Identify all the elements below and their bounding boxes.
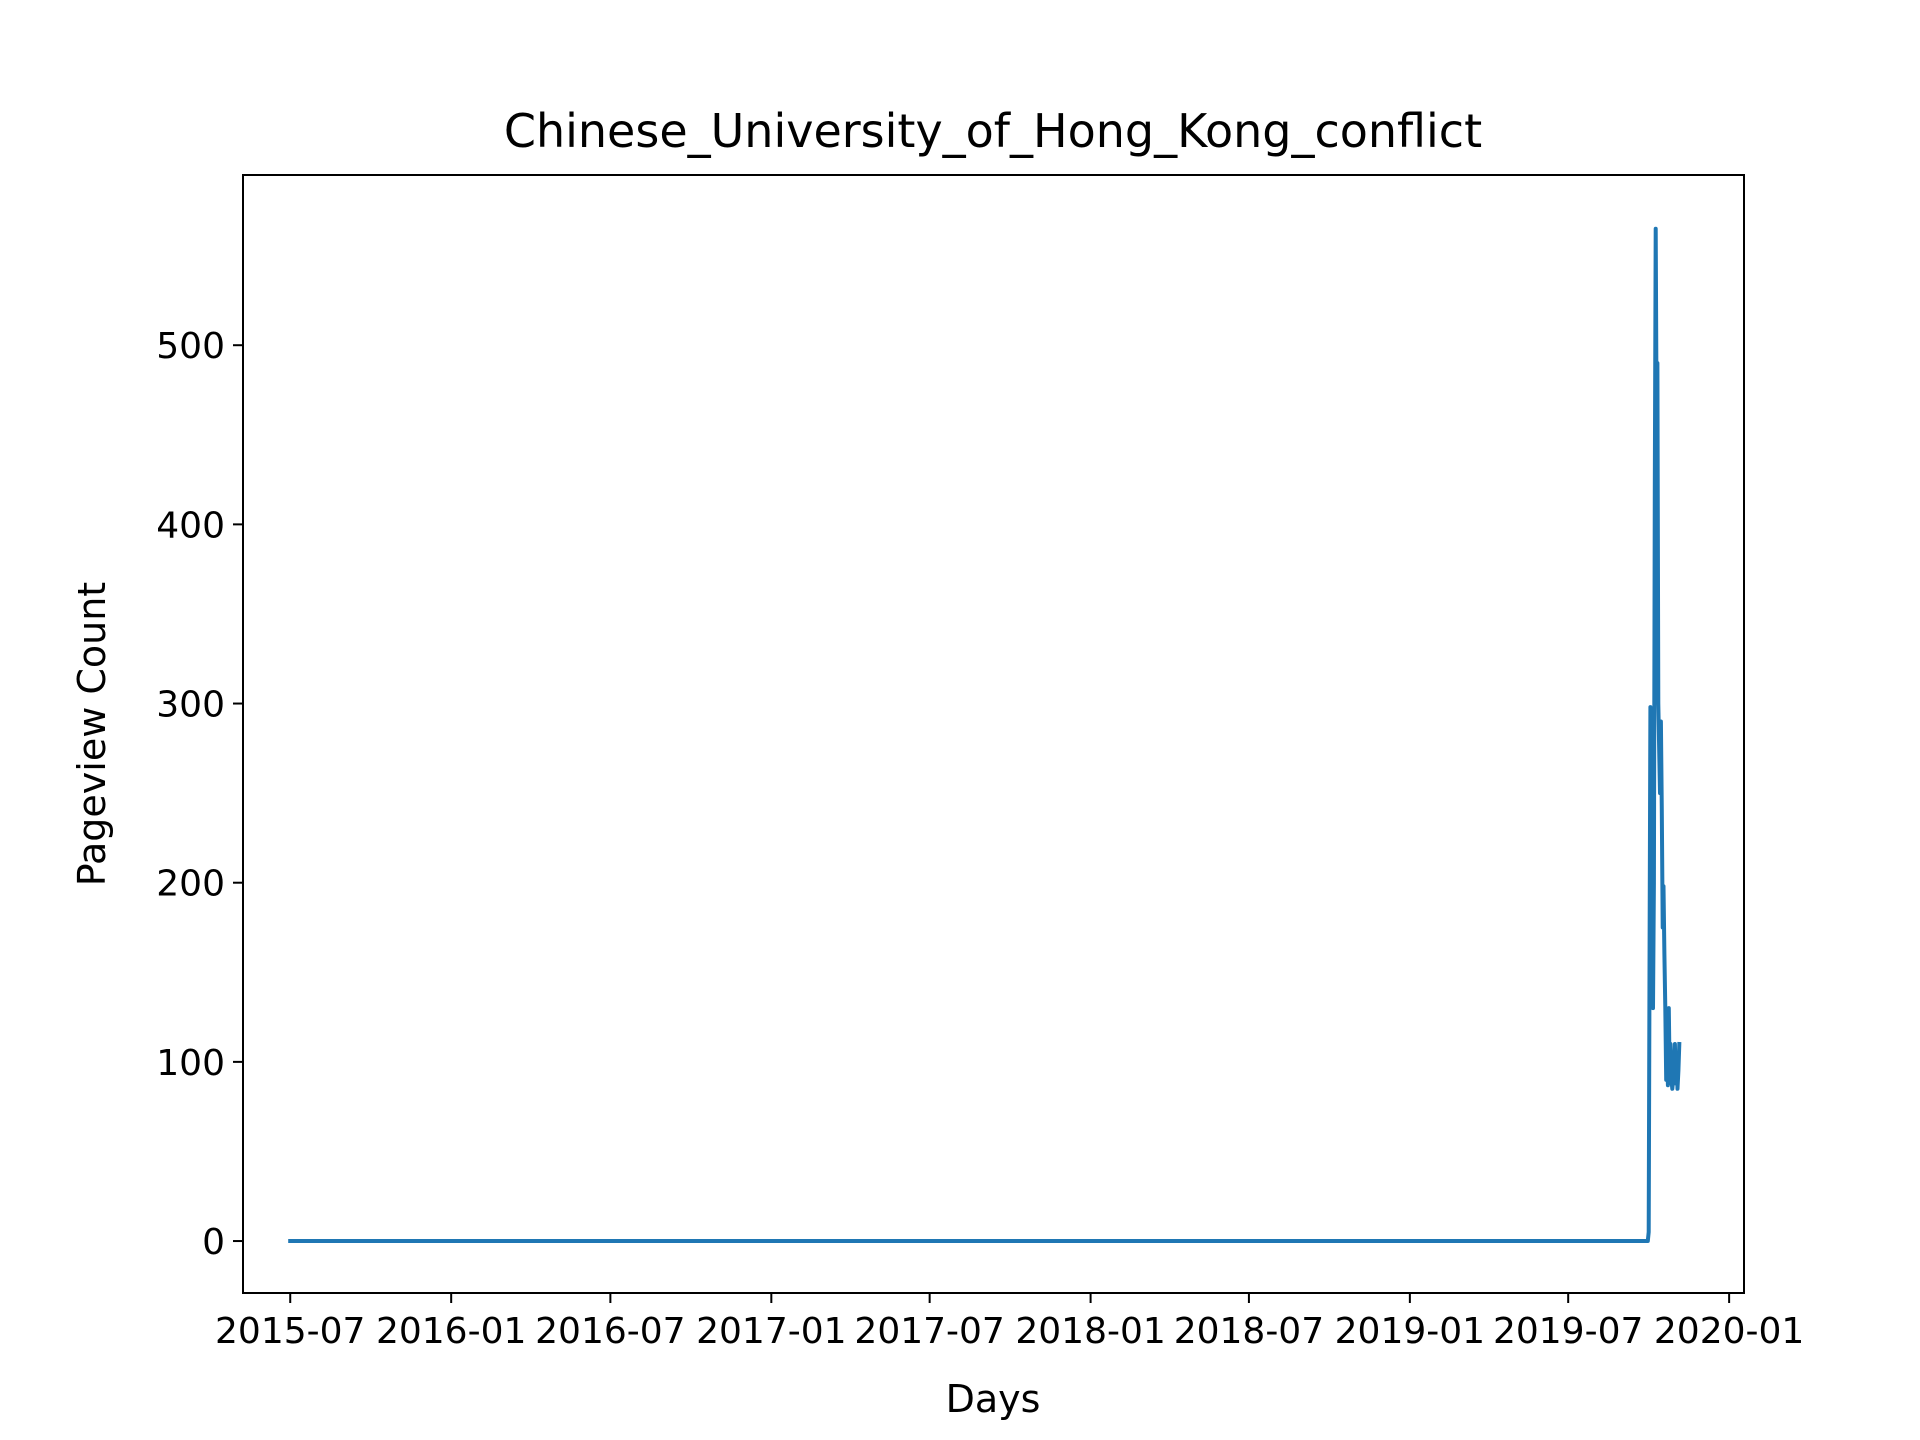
y-tick-label: 100 bbox=[156, 1043, 225, 1084]
x-tick-label: 2017-07 bbox=[854, 1311, 1004, 1352]
x-tick-label: 2019-01 bbox=[1335, 1311, 1485, 1352]
y-tick-label: 500 bbox=[156, 326, 225, 367]
y-tick-label: 300 bbox=[156, 685, 225, 726]
series-line bbox=[288, 226, 1682, 1243]
x-axis-title: Days bbox=[946, 1377, 1041, 1421]
ticks-layer: 2015-07 2016-01 2016-07 2017-01 2017-07 2018-… bbox=[156, 326, 1804, 1352]
x-tick-label: 2016-01 bbox=[376, 1311, 526, 1352]
x-tick-label: 2020-01 bbox=[1654, 1311, 1804, 1352]
x-tick-label: 2015-07 bbox=[215, 1311, 365, 1352]
y-tick-label: 200 bbox=[156, 864, 225, 905]
series-layer bbox=[288, 226, 1682, 1243]
x-tick-label: 2017-01 bbox=[696, 1311, 846, 1352]
x-tick-label: 2018-01 bbox=[1015, 1311, 1165, 1352]
x-tick-label: 2019-07 bbox=[1493, 1311, 1643, 1352]
y-axis-title: Pageview Count bbox=[70, 582, 114, 886]
plot-frame bbox=[242, 174, 1745, 1294]
y-tick-label: 400 bbox=[156, 505, 225, 546]
plot-area bbox=[243, 175, 1744, 1293]
y-tick-label: 0 bbox=[202, 1222, 225, 1263]
x-tick-label: 2016-07 bbox=[535, 1311, 685, 1352]
chart-title: Chinese_University_of_Hong_Kong_conflict bbox=[504, 104, 1482, 158]
x-tick-label: 2018-07 bbox=[1174, 1311, 1324, 1352]
